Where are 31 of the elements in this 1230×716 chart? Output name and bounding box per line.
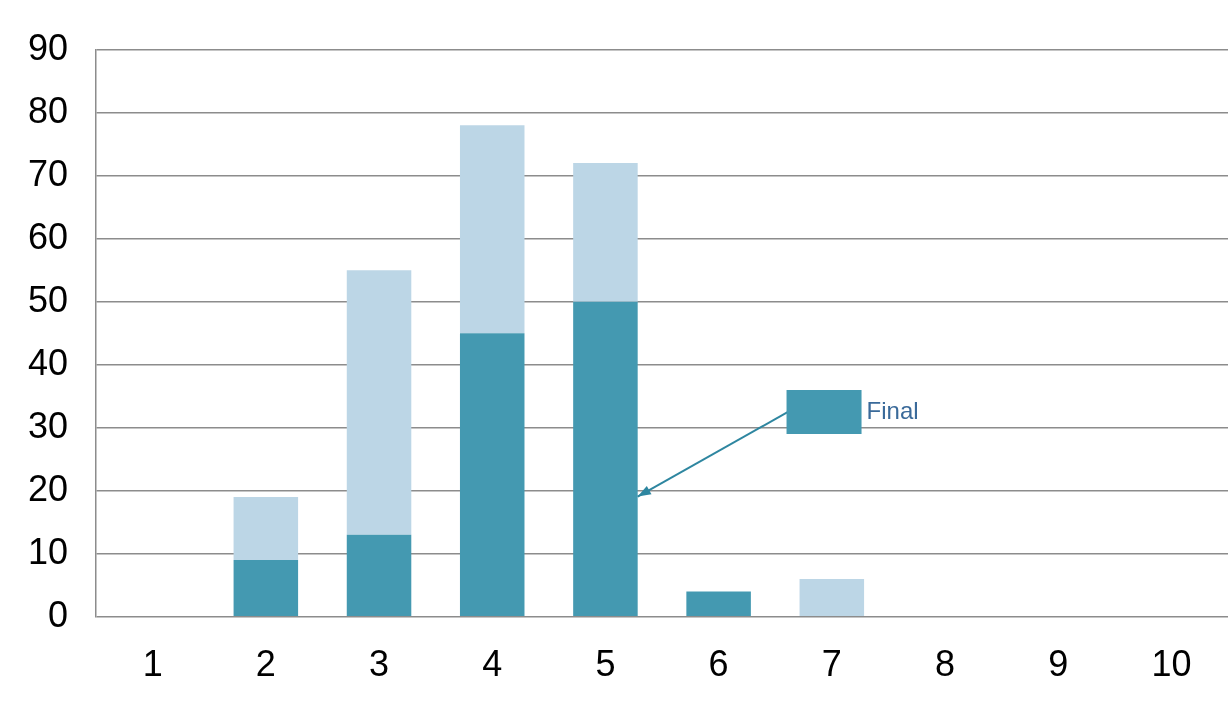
bar	[799, 578, 865, 617]
x-tick-label: 1	[142, 643, 163, 685]
bar	[573, 301, 638, 617]
legend-label: Final	[866, 396, 919, 424]
bar	[233, 560, 299, 617]
x-tick-label: 6	[708, 643, 729, 685]
x-tick-label: 5	[595, 643, 616, 685]
y-tick-label: 20	[28, 467, 69, 509]
bar	[573, 163, 638, 302]
bar	[459, 333, 525, 617]
bar	[233, 497, 299, 561]
x-tick-label: 10	[1151, 643, 1192, 685]
y-tick-label: 90	[28, 26, 69, 68]
y-tick-label: 40	[28, 341, 69, 383]
x-tick-label: 9	[1048, 643, 1069, 685]
y-tick-label: 0	[48, 593, 69, 635]
bar	[686, 591, 751, 617]
y-tick-label: 30	[28, 404, 69, 446]
y-tick-label: 10	[28, 530, 69, 572]
bar	[346, 534, 412, 617]
x-tick-label: 4	[482, 643, 503, 685]
x-tick-label: 2	[255, 643, 276, 685]
y-tick-label: 60	[28, 215, 69, 257]
y-tick-label: 50	[28, 278, 69, 320]
y-tick-label: 70	[28, 152, 69, 194]
x-tick-label: 3	[369, 643, 390, 685]
x-tick-label: 8	[935, 643, 956, 685]
x-tick-label: 7	[821, 643, 842, 685]
y-tick-label: 80	[28, 89, 69, 131]
bar	[346, 270, 412, 535]
bar	[459, 125, 525, 334]
